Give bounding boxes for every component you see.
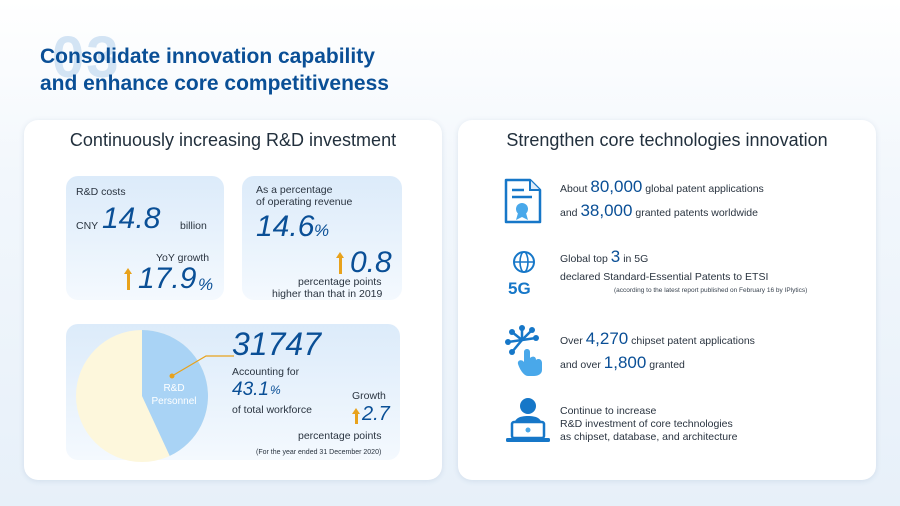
rd-costs-label: R&D costs [76,186,126,198]
patent-line1: About 80,000 global patent applications [560,177,764,196]
leader-line [169,355,234,379]
patent-prefix1: About [560,183,588,195]
revenue-increase-line1: percentage points [298,276,382,288]
personnel-pie-chart [76,330,208,462]
sep-prefix: Global top [560,253,608,265]
workforce-share-unit: % [270,383,281,397]
page-title: Consolidate innovation capability and en… [40,43,389,97]
revenue-increase-value: 0.8 [350,246,392,279]
globe-5g-icon-text: 5G [508,279,531,298]
certificate-icon [504,178,542,224]
rd-costs-value: 14.8 [102,202,161,235]
sep-value: 3 [610,247,621,266]
revenue-pct-value: 14.6 [256,210,315,243]
workforce-share-suffix: of total workforce [232,404,312,416]
patent-suffix1: global patent applications [645,183,764,195]
growth-value: 2.7 [362,403,390,425]
revenue-pct-label-line1: As a percentage [256,184,333,196]
yoy-growth-value: 17.9 [138,262,197,295]
sep-note: (according to the latest report publishe… [614,287,808,294]
sep-line1: Global top 3 in 5G [560,247,649,266]
globe-5g-icon: 5G [508,251,535,298]
section-number: 03 [52,25,121,90]
workforce-share-value: 43.1 [232,379,269,400]
engineer-laptop-icon [506,398,550,442]
invest-line1: Continue to increase [560,405,657,417]
pie-label-line2: Personnel [151,396,197,407]
patent-prefix2: and [560,207,578,219]
chipset-suffix1: chipset patent applications [631,335,755,347]
rd-costs-currency: CNY [76,220,99,232]
chipset-prefix2: and over [560,359,601,371]
chipset-line2: and over 1,800 granted [560,353,685,372]
sep-suffix: in 5G [623,253,649,265]
revenue-increase-line2: higher than that in 2019 [272,288,383,300]
patent-value2: 38,000 [580,201,633,220]
patent-value1: 80,000 [590,177,643,196]
chipset-value2: 1,800 [603,353,647,372]
page-title-line2: and enhance core competitiveness [40,72,389,95]
revenue-pct-tile: As a percentage of operating revenue 14.… [242,176,402,300]
pie-slice-rd [142,330,208,456]
rd-costs-tile: R&D costs CNY 14.8 billion YoY growth 17… [66,176,224,300]
growth-arrow-up-icon [352,408,360,424]
accounting-label: Accounting for [232,366,300,378]
growth-unit: percentage points [298,430,382,442]
patent-suffix2: granted patents worldwide [635,207,758,219]
page-title-line1: Consolidate innovation capability [40,45,375,68]
chip-touch-icon [505,325,542,376]
revenue-pct-label-line2: of operating revenue [256,196,353,208]
yoy-arrow-up-icon [124,268,132,290]
growth-label: Growth [352,390,386,402]
invest-line3: as chipset, database, and architecture [560,431,738,443]
chipset-suffix2: granted [649,359,685,371]
rd-investment-title: Continuously increasing R&D investment [69,130,397,150]
personnel-footnote: (For the year ended 31 December 2020) [256,449,382,456]
chipset-value1: 4,270 [585,329,629,348]
rd-investment-card: Continuously increasing R&D investment R… [24,120,442,480]
chipset-prefix1: Over [560,335,583,347]
revenue-arrow-up-icon [336,252,344,274]
personnel-count: 31747 [232,326,321,362]
revenue-pct-unit: % [314,221,330,240]
invest-line2: R&D investment of core technologies [560,418,733,430]
pie-label-line1: R&D [163,383,185,394]
rd-costs-unit: billion [180,220,207,232]
yoy-growth-unit: % [198,275,214,294]
pie-label: R&D Personnel [144,382,204,408]
yoy-growth-label: YoY growth [156,252,210,264]
core-tech-card: Strengthen core technologies innovation … [458,120,876,480]
patent-line2: and 38,000 granted patents worldwide [560,201,758,220]
core-tech-title: Strengthen core technologies innovation [506,130,828,150]
sep-line2: declared Standard-Essential Patents to E… [560,271,769,283]
chipset-line1: Over 4,270 chipset patent applications [560,329,755,348]
